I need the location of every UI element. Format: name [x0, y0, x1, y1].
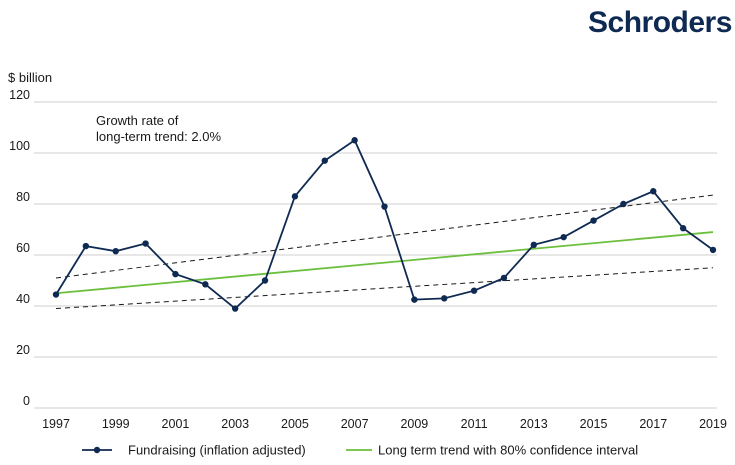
data-point-2007 [351, 137, 358, 144]
brand-logo: Schroders [588, 6, 732, 39]
data-point-1997 [52, 291, 60, 298]
y-tick-label-40: 40 [16, 292, 30, 306]
data-point-2018 [679, 225, 687, 232]
x-tick-label-2007: 2007 [341, 417, 369, 431]
data-point-2017 [650, 188, 657, 195]
data-point-2000 [142, 240, 149, 247]
x-tick-label-2019: 2019 [699, 417, 727, 431]
confidence-interval-lower-line [55, 267, 714, 310]
data-point-2016 [620, 200, 627, 208]
data-point-2011 [470, 287, 478, 294]
data-point-2008 [381, 203, 388, 210]
y-tick-label-80: 80 [16, 190, 30, 204]
y-tick-label-60: 60 [16, 241, 30, 255]
legend-fundraising-marker [93, 446, 101, 454]
x-tick-label-1999: 1999 [102, 417, 130, 431]
x-tick-label-2013: 2013 [520, 417, 548, 431]
x-tick-label-1997: 1997 [42, 417, 70, 431]
trend-annotation: Growth rate of long-term trend: 2.0% [96, 113, 221, 145]
data-point-2001 [172, 270, 179, 278]
data-point-2009 [411, 296, 418, 303]
data-point-2015 [590, 217, 597, 224]
data-point-2005 [291, 193, 299, 200]
y-tick-label-20: 20 [16, 343, 30, 357]
x-tick-label-2017: 2017 [639, 417, 667, 431]
x-tick-label-2003: 2003 [221, 417, 249, 431]
y-tick-label-0: 0 [23, 394, 30, 408]
data-point-2004 [261, 277, 269, 284]
data-point-2019 [709, 246, 717, 254]
data-point-1998 [82, 242, 90, 250]
data-point-1999 [112, 247, 119, 255]
annotation-line-1: Growth rate of [96, 113, 179, 128]
data-point-2003 [231, 305, 239, 312]
legend-fundraising-label: Fundraising (inflation adjusted) [128, 443, 306, 458]
data-point-2013 [530, 241, 538, 248]
data-point-2002 [202, 281, 209, 288]
data-point-2012 [500, 274, 508, 282]
x-tick-label-2011: 2011 [461, 417, 488, 431]
x-tick-label-2015: 2015 [580, 417, 608, 431]
x-tick-label-2005: 2005 [281, 417, 309, 431]
x-tick-label-2001: 2001 [162, 417, 190, 431]
y-axis-label: $ billion [8, 70, 53, 85]
data-point-2006 [321, 157, 328, 164]
annotation-line-2: long-term trend: 2.0% [96, 129, 222, 144]
y-tick-label-120: 120 [9, 88, 30, 102]
legend-trend-label: Long term trend with 80% confidence inte… [378, 443, 638, 458]
trend-line [55, 231, 714, 295]
data-point-2014 [560, 233, 567, 241]
data-point-2010 [441, 295, 448, 302]
x-tick-label-2009: 2009 [400, 417, 428, 431]
y-tick-label-100: 100 [9, 139, 30, 153]
